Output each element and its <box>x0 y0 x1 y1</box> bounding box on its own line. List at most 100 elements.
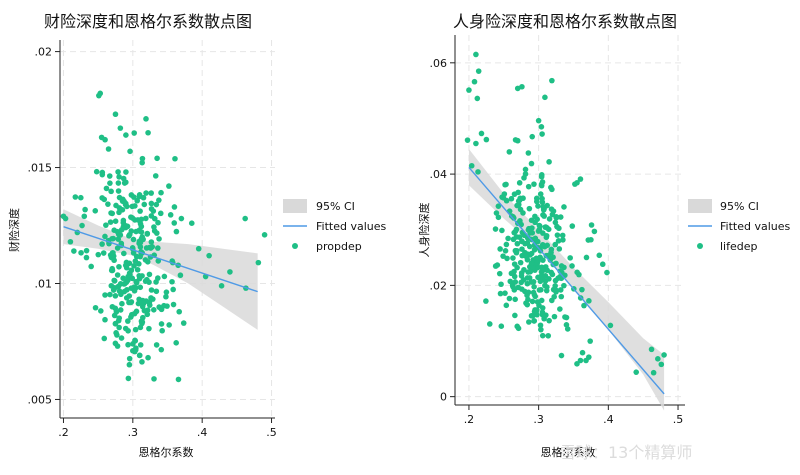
data-point <box>136 352 143 359</box>
data-point <box>503 181 509 188</box>
y-tick-label: .005 <box>28 393 53 406</box>
data-point <box>512 296 518 303</box>
data-point <box>511 261 518 267</box>
propdep-panel: 财险深度和恩格尔系数散点图 财险深度 恩格尔系数 .2 .3 .4 .5 .005 .01… <box>7 12 387 459</box>
x-axis-label: 恩格尔系数 <box>541 445 596 459</box>
data-point <box>539 195 545 202</box>
data-point <box>549 77 555 84</box>
data-point <box>116 209 122 216</box>
data-point <box>125 318 131 324</box>
y-tick-label: .015 <box>28 162 53 175</box>
data-point <box>525 150 532 156</box>
data-point <box>155 245 161 251</box>
data-point <box>110 287 117 293</box>
data-point <box>556 246 563 252</box>
data-point <box>130 341 136 347</box>
data-point <box>520 195 526 202</box>
data-point <box>558 352 565 359</box>
data-point <box>166 322 172 328</box>
data-point <box>120 217 127 224</box>
data-point <box>116 263 122 270</box>
data-point <box>106 173 113 179</box>
data-point <box>507 278 514 285</box>
data-point <box>148 295 154 301</box>
data-point <box>170 301 177 308</box>
data-point <box>533 195 540 202</box>
data-point <box>173 340 179 346</box>
data-point <box>143 245 150 251</box>
data-point <box>130 236 137 243</box>
data-point <box>535 203 541 209</box>
data-point <box>115 188 122 194</box>
data-point <box>172 155 178 162</box>
data-point <box>118 335 125 341</box>
data-point <box>511 229 517 236</box>
data-point <box>125 375 132 382</box>
data-point <box>500 253 506 259</box>
data-point <box>545 332 552 339</box>
data-point <box>538 124 545 130</box>
data-point <box>528 312 535 319</box>
data-point <box>563 322 570 328</box>
data-point <box>156 236 162 242</box>
data-point <box>529 298 536 305</box>
data-point <box>535 228 542 234</box>
data-point <box>543 224 549 230</box>
data-point <box>546 216 553 222</box>
data-point <box>516 180 523 186</box>
data-point <box>131 288 138 294</box>
y-axis-label: 财险深度 <box>7 208 21 252</box>
data-point <box>102 233 108 240</box>
data-point <box>158 346 165 353</box>
data-point <box>531 181 537 187</box>
data-point <box>170 286 176 293</box>
data-point <box>163 293 169 300</box>
data-point <box>164 303 170 309</box>
data-point <box>111 257 117 264</box>
data-point <box>548 246 555 253</box>
data-point <box>561 282 567 289</box>
data-point <box>163 289 170 295</box>
data-point <box>515 325 522 332</box>
data-point <box>661 352 667 358</box>
data-point <box>158 189 164 196</box>
data-point <box>503 241 510 248</box>
data-point <box>126 361 133 368</box>
data-point <box>108 267 115 274</box>
legend-ci-swatch <box>283 199 307 213</box>
data-point <box>159 327 165 334</box>
data-point <box>137 208 143 214</box>
data-point <box>154 155 160 162</box>
legend: 95% CI Fitted values lifedep <box>688 199 791 253</box>
data-point <box>102 292 108 298</box>
data-point <box>577 357 584 364</box>
plot-area: .2 .3 .4 .5 .005 .01 .015 .02 <box>28 40 277 439</box>
data-point <box>146 271 153 278</box>
data-point <box>116 174 122 180</box>
data-point <box>492 226 499 232</box>
data-point <box>548 184 554 191</box>
y-tick-label: .01 <box>35 277 53 290</box>
data-point <box>496 270 503 277</box>
data-point <box>131 130 138 136</box>
data-point <box>149 244 156 250</box>
data-point <box>131 263 137 269</box>
data-point <box>81 213 88 220</box>
data-point <box>177 272 184 279</box>
data-point <box>167 212 174 218</box>
data-point <box>514 240 521 247</box>
data-point <box>475 68 482 74</box>
y-axis-label: 人身险深度 <box>417 203 431 258</box>
data-point <box>121 281 127 287</box>
data-point <box>588 222 595 228</box>
data-point <box>473 51 479 58</box>
data-point <box>478 130 485 137</box>
data-point <box>532 213 538 220</box>
data-point <box>505 235 511 242</box>
data-point <box>113 330 119 336</box>
data-point <box>188 220 195 227</box>
data-point <box>508 270 515 277</box>
data-point <box>528 260 535 267</box>
data-point <box>176 308 183 315</box>
data-point <box>525 269 531 275</box>
